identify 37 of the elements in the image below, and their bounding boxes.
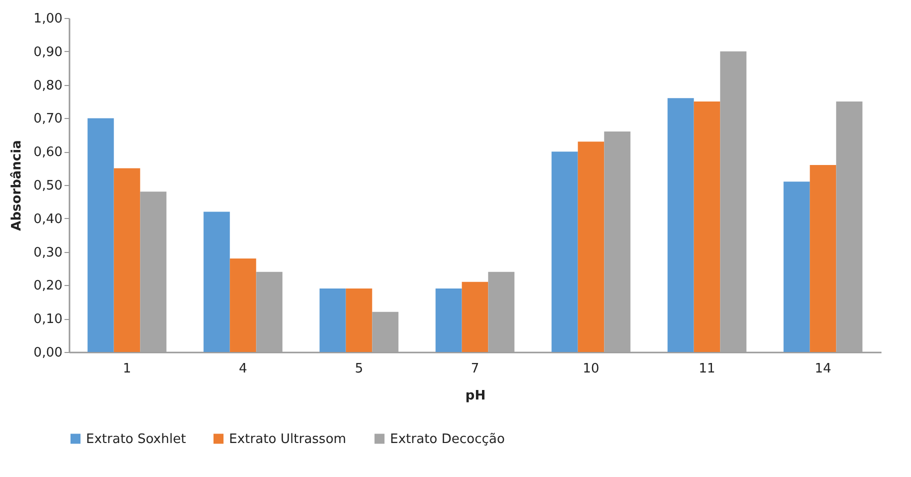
legend-label: Extrato Decocção bbox=[390, 432, 505, 447]
x-axis-title: pH bbox=[465, 388, 486, 404]
y-tick-label: 0,50 bbox=[34, 178, 62, 194]
y-tick-label: 0,80 bbox=[34, 78, 62, 94]
y-tick-label: 1,00 bbox=[34, 12, 62, 26]
legend-label: Extrato Ultrassom bbox=[229, 432, 346, 447]
y-tick-label: 0,20 bbox=[34, 278, 62, 294]
bar bbox=[346, 288, 372, 352]
y-tick-label: 0,70 bbox=[34, 112, 62, 127]
y-tick-label: 0,30 bbox=[34, 245, 62, 260]
y-tick-label: 0,40 bbox=[34, 212, 62, 227]
bar bbox=[668, 98, 694, 352]
y-axis-title: Absorbância bbox=[10, 140, 25, 231]
x-tick-label: 5 bbox=[354, 362, 364, 376]
bar bbox=[204, 212, 230, 352]
bar bbox=[694, 102, 720, 352]
bar bbox=[88, 118, 114, 352]
x-tick-label: 10 bbox=[582, 362, 600, 376]
y-tick-label: 0,10 bbox=[34, 312, 62, 328]
x-tick-label: 7 bbox=[470, 362, 480, 376]
x-tick-label: 1 bbox=[122, 362, 132, 376]
bar bbox=[320, 288, 346, 352]
y-tick-label: 0,60 bbox=[34, 145, 62, 160]
bar bbox=[462, 282, 488, 352]
bar bbox=[578, 142, 604, 352]
legend-label: Extrato Soxhlet bbox=[86, 432, 186, 447]
x-tick-label: 14 bbox=[814, 362, 832, 376]
bar bbox=[784, 182, 810, 352]
bar bbox=[114, 168, 140, 352]
bar bbox=[552, 152, 578, 352]
bar bbox=[230, 258, 256, 352]
x-tick-label: 4 bbox=[238, 362, 248, 376]
x-tick-label: 11 bbox=[698, 362, 716, 376]
bar bbox=[810, 164, 836, 352]
bar bbox=[436, 288, 462, 352]
y-tick-label: 0,00 bbox=[34, 346, 62, 360]
y-tick-label: 0,90 bbox=[34, 44, 62, 60]
